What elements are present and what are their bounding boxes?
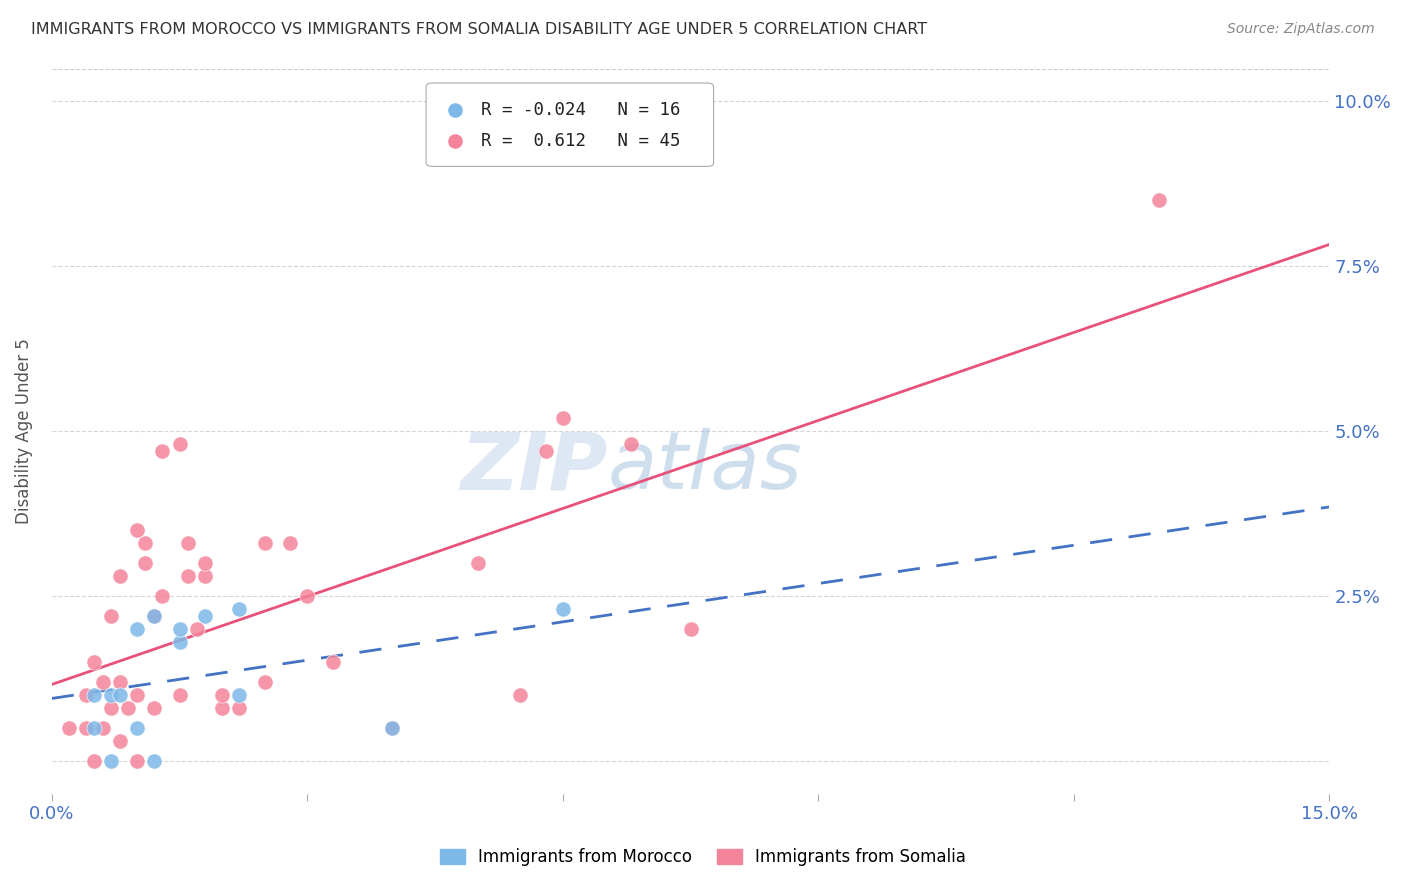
Point [143,608,166,623]
Point [169,635,191,649]
Text: ZIP: ZIP [460,428,607,507]
Point [534,443,557,458]
Point [75,688,97,702]
Point [134,536,156,550]
Text: atlas: atlas [607,428,803,507]
Point [194,569,217,583]
Point [152,589,174,603]
Point [177,536,200,550]
Point [228,688,250,702]
Point [100,608,122,623]
Point [108,569,131,583]
Legend: Immigrants from Morocco, Immigrants from Somalia: Immigrants from Morocco, Immigrants from… [433,842,973,873]
Text: R =  0.612   N = 45: R = 0.612 N = 45 [481,132,681,150]
Point [125,688,148,702]
Point [194,608,217,623]
Point [679,622,702,636]
Point [211,688,233,702]
Point [152,443,174,458]
Point [297,589,319,603]
Point [75,721,97,735]
Point [117,701,139,715]
Text: Source: ZipAtlas.com: Source: ZipAtlas.com [1227,22,1375,37]
Point [228,701,250,715]
Point [83,655,105,669]
Point [83,721,105,735]
Point [381,721,404,735]
Point [322,655,344,669]
Point [83,754,105,768]
Point [177,569,200,583]
Point [194,556,217,570]
Point [125,721,148,735]
Point [509,688,531,702]
Point [91,721,114,735]
Point [169,622,191,636]
Text: IMMIGRANTS FROM MOROCCO VS IMMIGRANTS FROM SOMALIA DISABILITY AGE UNDER 5 CORREL: IMMIGRANTS FROM MOROCCO VS IMMIGRANTS FR… [31,22,927,37]
Point [125,523,148,537]
Point [108,734,131,748]
Point [551,602,574,616]
Point [143,701,166,715]
Point [100,688,122,702]
Point [100,701,122,715]
Point [169,688,191,702]
Point [228,602,250,616]
Point [91,674,114,689]
Point [278,536,301,550]
Point [125,622,148,636]
Point [620,437,643,451]
Point [253,674,276,689]
Point [143,754,166,768]
Y-axis label: Disability Age Under 5: Disability Age Under 5 [15,338,32,524]
Point [1147,194,1170,208]
Point [108,674,131,689]
Point [253,536,276,550]
Point [108,688,131,702]
Point [551,411,574,425]
FancyBboxPatch shape [426,83,714,167]
Point [125,754,148,768]
Point [169,437,191,451]
Text: R = -0.024   N = 16: R = -0.024 N = 16 [481,101,681,119]
Point [381,721,404,735]
Point [143,608,166,623]
Point [186,622,208,636]
Point [58,721,80,735]
Point [134,556,156,570]
Point [467,556,489,570]
Point [83,688,105,702]
Point [100,754,122,768]
Point [211,701,233,715]
